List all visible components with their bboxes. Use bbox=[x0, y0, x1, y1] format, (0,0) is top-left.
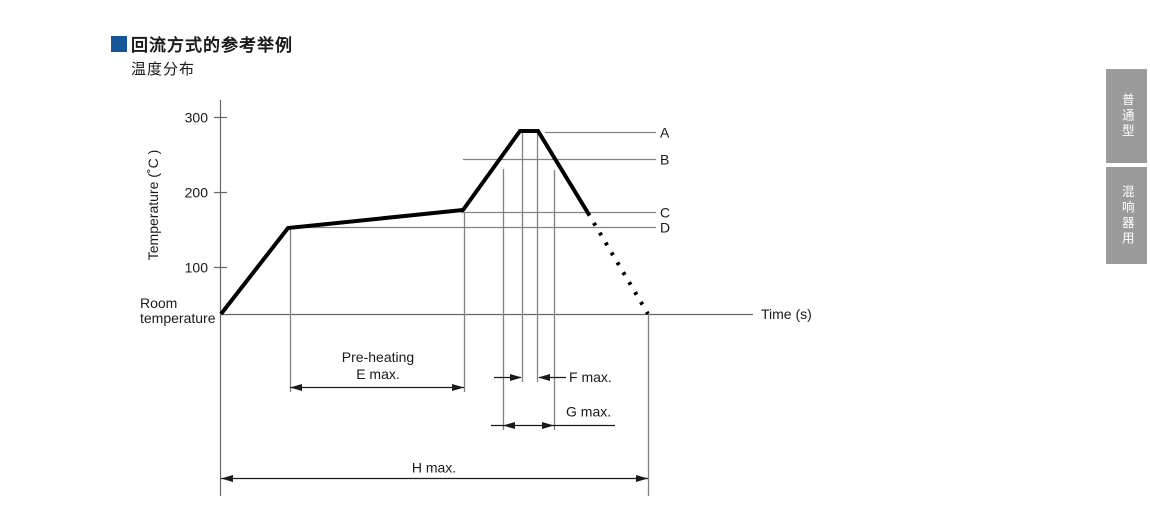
ref-label-c: C bbox=[660, 205, 670, 221]
side-tab-reverberator-use: 混响器用 bbox=[1106, 167, 1147, 264]
arrow-e-right bbox=[452, 384, 464, 391]
origin-label-temperature: temperature bbox=[140, 310, 216, 326]
ref-label-b: B bbox=[660, 152, 669, 168]
annotation-f-max: F max. bbox=[569, 369, 612, 385]
chart-title: 温度分布 bbox=[131, 61, 196, 78]
x-axis-label: Time (s) bbox=[761, 306, 812, 322]
side-tab-normal-type-label: 普通型 bbox=[1119, 92, 1134, 140]
side-tab-reverberator-use-label: 混响器用 bbox=[1119, 184, 1134, 247]
y-axis-label: Temperature (˚C ) bbox=[145, 150, 161, 260]
axes bbox=[214, 100, 753, 496]
ref-label-a: A bbox=[660, 125, 670, 141]
arrow-h-left bbox=[221, 475, 233, 482]
section-bullet-icon bbox=[111, 35, 127, 52]
y-tick-200: 200 bbox=[185, 185, 209, 201]
arrow-f-right bbox=[538, 374, 550, 381]
arrow-h-right bbox=[636, 475, 648, 482]
reference-lines bbox=[301, 131, 656, 229]
arrow-g-left bbox=[503, 422, 515, 429]
dimension-lines bbox=[221, 374, 648, 482]
profile-curve-solid bbox=[219, 129, 590, 316]
origin-label-room: Room bbox=[140, 295, 177, 311]
profile-curve-dashed bbox=[586, 211, 650, 316]
y-tick-300: 300 bbox=[185, 110, 209, 126]
section-title: 回流方式的参考举例 bbox=[131, 36, 293, 55]
arrow-e-left bbox=[290, 384, 302, 391]
ref-label-d: D bbox=[660, 220, 670, 236]
arrow-g-right bbox=[542, 422, 554, 429]
annotation-h-max: H max. bbox=[412, 460, 456, 476]
annotation-e-max: E max. bbox=[356, 366, 400, 382]
side-tab-normal-type: 普通型 bbox=[1106, 69, 1147, 163]
extension-lines bbox=[289, 133, 650, 496]
arrow-f-left bbox=[510, 374, 522, 381]
annotation-g-max: G max. bbox=[566, 404, 611, 420]
annotation-preheating: Pre-heating bbox=[342, 349, 414, 365]
y-tick-100: 100 bbox=[185, 260, 209, 276]
section-header: 回流方式的参考举例 bbox=[111, 31, 293, 56]
